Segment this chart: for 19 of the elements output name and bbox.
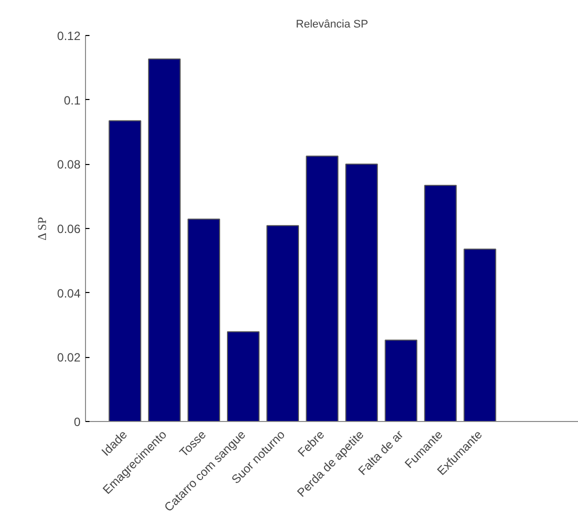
y-tick-label: 0 (74, 415, 81, 429)
bar (306, 156, 338, 422)
bar (384, 340, 418, 422)
bar (345, 164, 378, 422)
bar (226, 331, 260, 422)
y-tick-label: 0.04 (57, 286, 81, 300)
bar (464, 248, 496, 422)
bar (424, 184, 457, 422)
y-tick-label: 0.1 (64, 93, 81, 108)
bar (148, 58, 181, 422)
bar (188, 218, 220, 422)
y-tick-label: 0.12 (57, 29, 81, 43)
bar (108, 120, 142, 422)
y-tick-label: 0.02 (57, 350, 81, 365)
chart-title: Relevância SP (296, 18, 368, 30)
y-axis-title: Δ SP (35, 216, 50, 241)
y-tick-label: 0.08 (57, 158, 81, 172)
y-tick-label: 0.06 (57, 222, 81, 236)
bar (266, 225, 299, 422)
